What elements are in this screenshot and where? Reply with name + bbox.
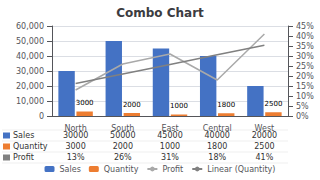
- svg-text:1000: 1000: [160, 142, 180, 151]
- svg-text:Linear (Quantity): Linear (Quantity): [207, 165, 275, 174]
- svg-text:2500: 2500: [265, 100, 283, 108]
- svg-text:20,000: 20,000: [16, 82, 44, 91]
- svg-text:0: 0: [39, 112, 44, 121]
- svg-text:31%: 31%: [161, 153, 179, 162]
- svg-text:25%: 25%: [296, 62, 314, 71]
- svg-text:North: North: [64, 124, 86, 133]
- svg-text:18%: 18%: [208, 153, 226, 162]
- svg-text:13%: 13%: [67, 153, 85, 162]
- svg-text:50,000: 50,000: [16, 37, 44, 46]
- svg-text:Sales: Sales: [13, 131, 34, 140]
- svg-text:45%: 45%: [296, 22, 314, 31]
- svg-text:10,000: 10,000: [16, 97, 44, 106]
- svg-text:60,000: 60,000: [16, 22, 44, 31]
- svg-text:Combo Chart: Combo Chart: [116, 6, 204, 20]
- svg-text:0%: 0%: [296, 112, 309, 121]
- svg-text:40000: 40000: [204, 131, 230, 140]
- svg-text:50000: 50000: [110, 131, 136, 140]
- svg-text:45000: 45000: [157, 131, 183, 140]
- svg-text:15%: 15%: [296, 82, 314, 91]
- svg-text:30,000: 30,000: [16, 67, 44, 76]
- svg-text:1000: 1000: [170, 102, 188, 110]
- svg-text:Sales: Sales: [60, 165, 81, 174]
- svg-text:West: West: [255, 124, 275, 133]
- svg-text:Profit: Profit: [162, 165, 183, 174]
- svg-text:1800: 1800: [207, 142, 227, 151]
- svg-text:3000: 3000: [65, 142, 85, 151]
- svg-text:41%: 41%: [256, 153, 274, 162]
- svg-text:2000: 2000: [123, 101, 141, 109]
- svg-text:26%: 26%: [114, 153, 132, 162]
- svg-text:30000: 30000: [62, 131, 89, 140]
- svg-text:40%: 40%: [296, 32, 314, 41]
- svg-text:3000: 3000: [76, 99, 94, 107]
- svg-text:35%: 35%: [296, 42, 314, 51]
- svg-text:Central: Central: [203, 124, 232, 133]
- svg-text:Profit: Profit: [13, 153, 34, 162]
- svg-text:South: South: [111, 124, 134, 133]
- svg-text:20000: 20000: [251, 131, 278, 140]
- svg-text:East: East: [161, 124, 178, 133]
- svg-text:Quantity: Quantity: [104, 165, 139, 174]
- svg-text:30%: 30%: [296, 52, 314, 61]
- svg-text:2000: 2000: [113, 142, 133, 151]
- svg-text:1800: 1800: [217, 101, 235, 109]
- svg-text:5%: 5%: [296, 102, 309, 111]
- svg-text:10%: 10%: [296, 92, 314, 101]
- svg-text:40,000: 40,000: [16, 52, 44, 61]
- svg-text:20%: 20%: [296, 72, 314, 81]
- svg-text:2500: 2500: [254, 142, 274, 151]
- svg-text:Quantity: Quantity: [13, 142, 48, 151]
